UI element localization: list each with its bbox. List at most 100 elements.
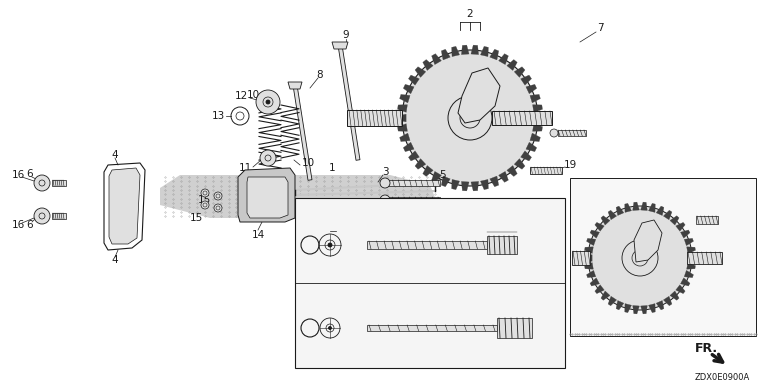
Text: 4: 4 [111,150,118,160]
Circle shape [328,243,332,247]
Bar [295,198,565,368]
Circle shape [39,213,45,219]
Bar [570,178,756,336]
Polygon shape [293,85,312,180]
Polygon shape [399,94,410,103]
Circle shape [588,206,692,310]
Polygon shape [471,181,478,191]
Polygon shape [633,305,640,314]
Polygon shape [680,278,690,286]
Polygon shape [399,133,410,142]
Polygon shape [526,84,537,94]
Polygon shape [462,45,469,55]
Text: 8: 8 [316,70,323,80]
Polygon shape [288,82,302,89]
Polygon shape [526,142,537,152]
Polygon shape [608,210,617,220]
Polygon shape [670,216,679,225]
Bar [558,130,586,136]
Polygon shape [687,263,696,269]
Polygon shape [684,270,694,278]
Bar [530,167,562,174]
Circle shape [263,97,273,107]
Circle shape [216,206,220,210]
Text: 6: 6 [27,169,33,179]
Polygon shape [590,230,600,238]
Bar [347,110,402,126]
Bar [687,252,722,264]
Bar [696,216,718,224]
Circle shape [201,201,209,209]
Polygon shape [247,177,288,218]
Polygon shape [238,168,295,222]
Polygon shape [641,305,647,314]
Text: 6: 6 [27,220,33,230]
Bar [385,197,440,203]
Circle shape [380,178,390,188]
Text: 12: 12 [235,91,248,101]
Text: 100.4: 100.4 [436,349,462,359]
Polygon shape [409,151,419,161]
Circle shape [380,195,390,205]
Polygon shape [521,151,531,161]
Circle shape [34,175,50,191]
Polygon shape [452,46,459,56]
Polygon shape [584,255,592,262]
Polygon shape [534,114,543,122]
Bar [492,111,552,125]
Polygon shape [490,176,498,187]
Polygon shape [532,124,542,131]
Polygon shape [415,67,425,77]
Text: 7: 7 [730,189,737,199]
Text: 17: 17 [304,240,316,250]
Bar [497,318,532,338]
Polygon shape [432,171,442,182]
Text: 16: 16 [12,220,25,230]
Circle shape [201,189,209,197]
Polygon shape [515,159,525,169]
Polygon shape [595,285,604,294]
Circle shape [214,192,222,200]
Text: 5: 5 [439,201,445,211]
Polygon shape [452,179,459,190]
Bar [487,236,517,254]
Polygon shape [515,67,525,77]
Text: 13: 13 [212,111,225,121]
Text: 5: 5 [439,170,445,180]
Text: ZDX0E0900A: ZDX0E0900A [695,374,750,382]
Polygon shape [608,296,617,306]
Circle shape [550,129,558,137]
Polygon shape [530,94,541,103]
Circle shape [256,90,280,114]
Polygon shape [656,206,664,215]
Polygon shape [687,247,696,253]
Polygon shape [507,166,517,176]
Polygon shape [403,84,414,94]
Text: 81.4: 81.4 [432,268,452,276]
Polygon shape [398,124,407,131]
Text: 15: 15 [198,195,211,205]
Circle shape [214,204,222,212]
Polygon shape [409,75,419,85]
Text: M8: M8 [392,227,406,235]
Text: 26: 26 [545,323,556,333]
Text: 25: 25 [529,240,541,250]
Polygon shape [676,285,685,294]
Circle shape [632,250,648,266]
Circle shape [39,180,45,186]
Circle shape [265,155,271,161]
Polygon shape [462,181,469,191]
Polygon shape [595,222,604,231]
Text: 11: 11 [239,163,252,173]
Text: 9: 9 [343,30,349,40]
Polygon shape [109,168,140,244]
Polygon shape [415,159,425,169]
Bar [367,241,487,249]
Text: 18: 18 [304,323,316,333]
Polygon shape [532,105,542,112]
Circle shape [448,96,492,140]
Polygon shape [338,45,360,160]
Polygon shape [403,142,414,152]
Circle shape [622,240,658,276]
Polygon shape [530,133,541,142]
